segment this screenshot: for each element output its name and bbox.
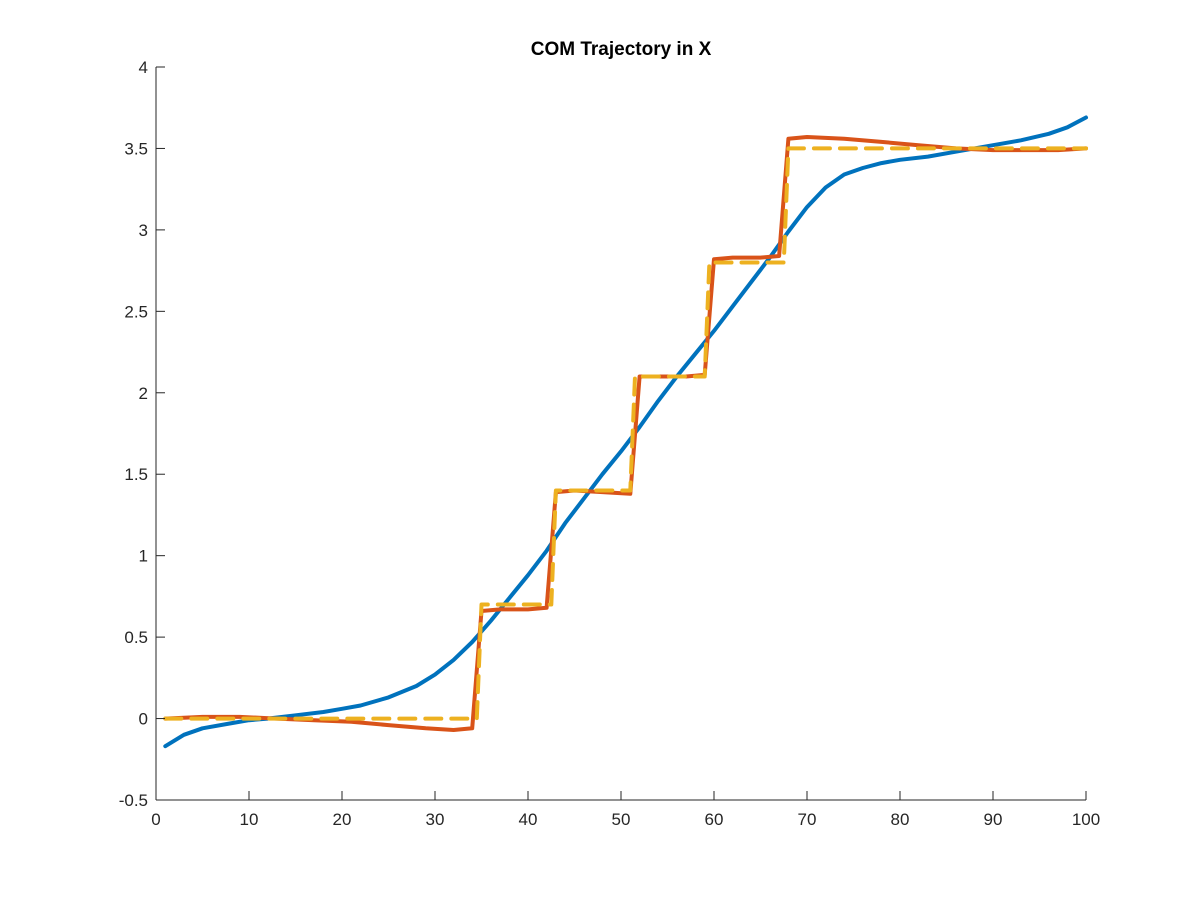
x-tick-label: 0 xyxy=(151,810,160,829)
series-3-line xyxy=(163,146,1088,721)
x-tick-label: 30 xyxy=(426,810,445,829)
x-tick-label: 80 xyxy=(891,810,910,829)
y-tick-label: 4 xyxy=(139,58,148,77)
y-tick-label: 0.5 xyxy=(124,628,148,647)
series-1-line xyxy=(163,115,1088,749)
y-tick-label: 0 xyxy=(139,710,148,729)
y-tick-label: 1.5 xyxy=(124,465,148,484)
y-tick-label: 3.5 xyxy=(124,139,148,158)
x-tick-label: 40 xyxy=(519,810,538,829)
x-tick-label: 90 xyxy=(984,810,1003,829)
y-tick-label: 1 xyxy=(139,547,148,566)
x-tick-label: 50 xyxy=(612,810,631,829)
y-tick-label: 2.5 xyxy=(124,302,148,321)
axes: 0 10 20 30 40 50 60 70 80 90 100-0.500.511.522.533… xyxy=(119,58,1100,829)
plot-series xyxy=(163,115,1088,749)
y-tick-label: -0.5 xyxy=(119,791,148,810)
x-tick-label: 60 xyxy=(705,810,724,829)
x-tick-label: 100 xyxy=(1072,810,1100,829)
x-tick-label: 10 xyxy=(240,810,259,829)
x-tick-label: 70 xyxy=(798,810,817,829)
chart-title: COM Trajectory in X xyxy=(531,39,712,60)
x-tick-label: 20 xyxy=(333,810,352,829)
series-2-line xyxy=(163,135,1088,732)
y-tick-label: 2 xyxy=(139,384,148,403)
y-tick-label: 3 xyxy=(139,221,148,240)
